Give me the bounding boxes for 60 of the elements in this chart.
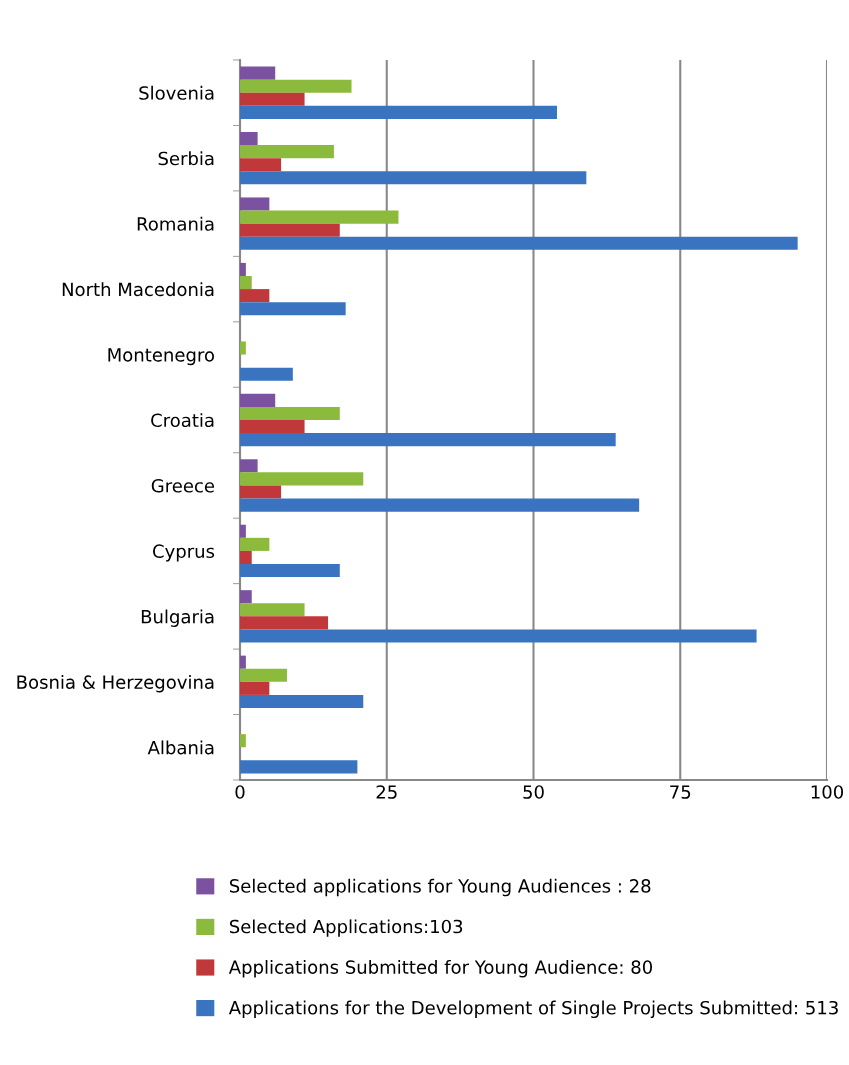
bar	[240, 171, 587, 185]
y-tick-label: Greece	[151, 478, 215, 493]
bar	[240, 760, 358, 774]
bar	[240, 590, 252, 604]
bar	[240, 734, 246, 748]
bar	[240, 420, 305, 434]
x-tick-label: 0	[235, 785, 245, 799]
y-tick-label: Croatia	[151, 413, 214, 428]
bar	[240, 66, 276, 80]
legend-label: Selected Applications:103	[229, 919, 463, 937]
bar	[240, 236, 798, 250]
y-tick-label: Bosnia & Herzegovina	[17, 674, 214, 693]
bar	[240, 537, 270, 551]
bar	[240, 629, 757, 643]
bar	[240, 210, 399, 224]
y-tick-label: Albania	[147, 740, 214, 755]
bar	[240, 158, 282, 172]
bar	[240, 655, 246, 669]
y-tick-label: Bulgaria	[141, 609, 214, 627]
bar	[240, 668, 287, 682]
bar	[240, 616, 329, 630]
y-tick-label: Serbia	[158, 151, 214, 166]
bar	[240, 341, 246, 355]
bar	[240, 92, 305, 106]
bar	[240, 564, 340, 578]
legend-label: Selected applications for Young Audiences : 28	[229, 878, 651, 897]
bar	[240, 105, 557, 119]
bar	[240, 524, 246, 538]
bar	[240, 485, 282, 499]
bar	[240, 459, 258, 473]
bar	[240, 603, 305, 617]
legend-label: Applications Submitted for Young Audience: 80	[228, 959, 653, 978]
y-tick-label: Romania	[137, 216, 214, 231]
x-tick-label: 100	[811, 785, 844, 799]
bar	[240, 276, 252, 290]
bar	[240, 145, 334, 159]
bar	[240, 393, 276, 407]
legend-label: Applications for the Development of Single Projects Submitted: 513	[228, 1000, 838, 1019]
x-tick-label: 50	[523, 785, 544, 799]
bar	[240, 681, 270, 695]
bar	[240, 302, 346, 316]
bar	[240, 694, 364, 708]
bar	[240, 498, 640, 512]
bar	[240, 79, 352, 93]
bar	[240, 223, 340, 237]
bar	[240, 472, 364, 486]
x-tick-label: 25	[376, 785, 397, 799]
x-tick-label: 75	[670, 785, 691, 799]
bar	[240, 406, 340, 420]
bar	[240, 367, 293, 381]
bar	[240, 197, 270, 211]
bar	[240, 550, 252, 564]
y-tick-label: Montenegro	[108, 348, 215, 366]
bar	[240, 289, 270, 303]
bar	[240, 132, 258, 146]
y-tick-label: Cyprus	[152, 544, 215, 562]
y-tick-label: Slovenia	[139, 85, 214, 100]
y-tick-label: North Macedonia	[62, 282, 214, 297]
bar	[240, 433, 616, 447]
bar	[240, 262, 246, 276]
